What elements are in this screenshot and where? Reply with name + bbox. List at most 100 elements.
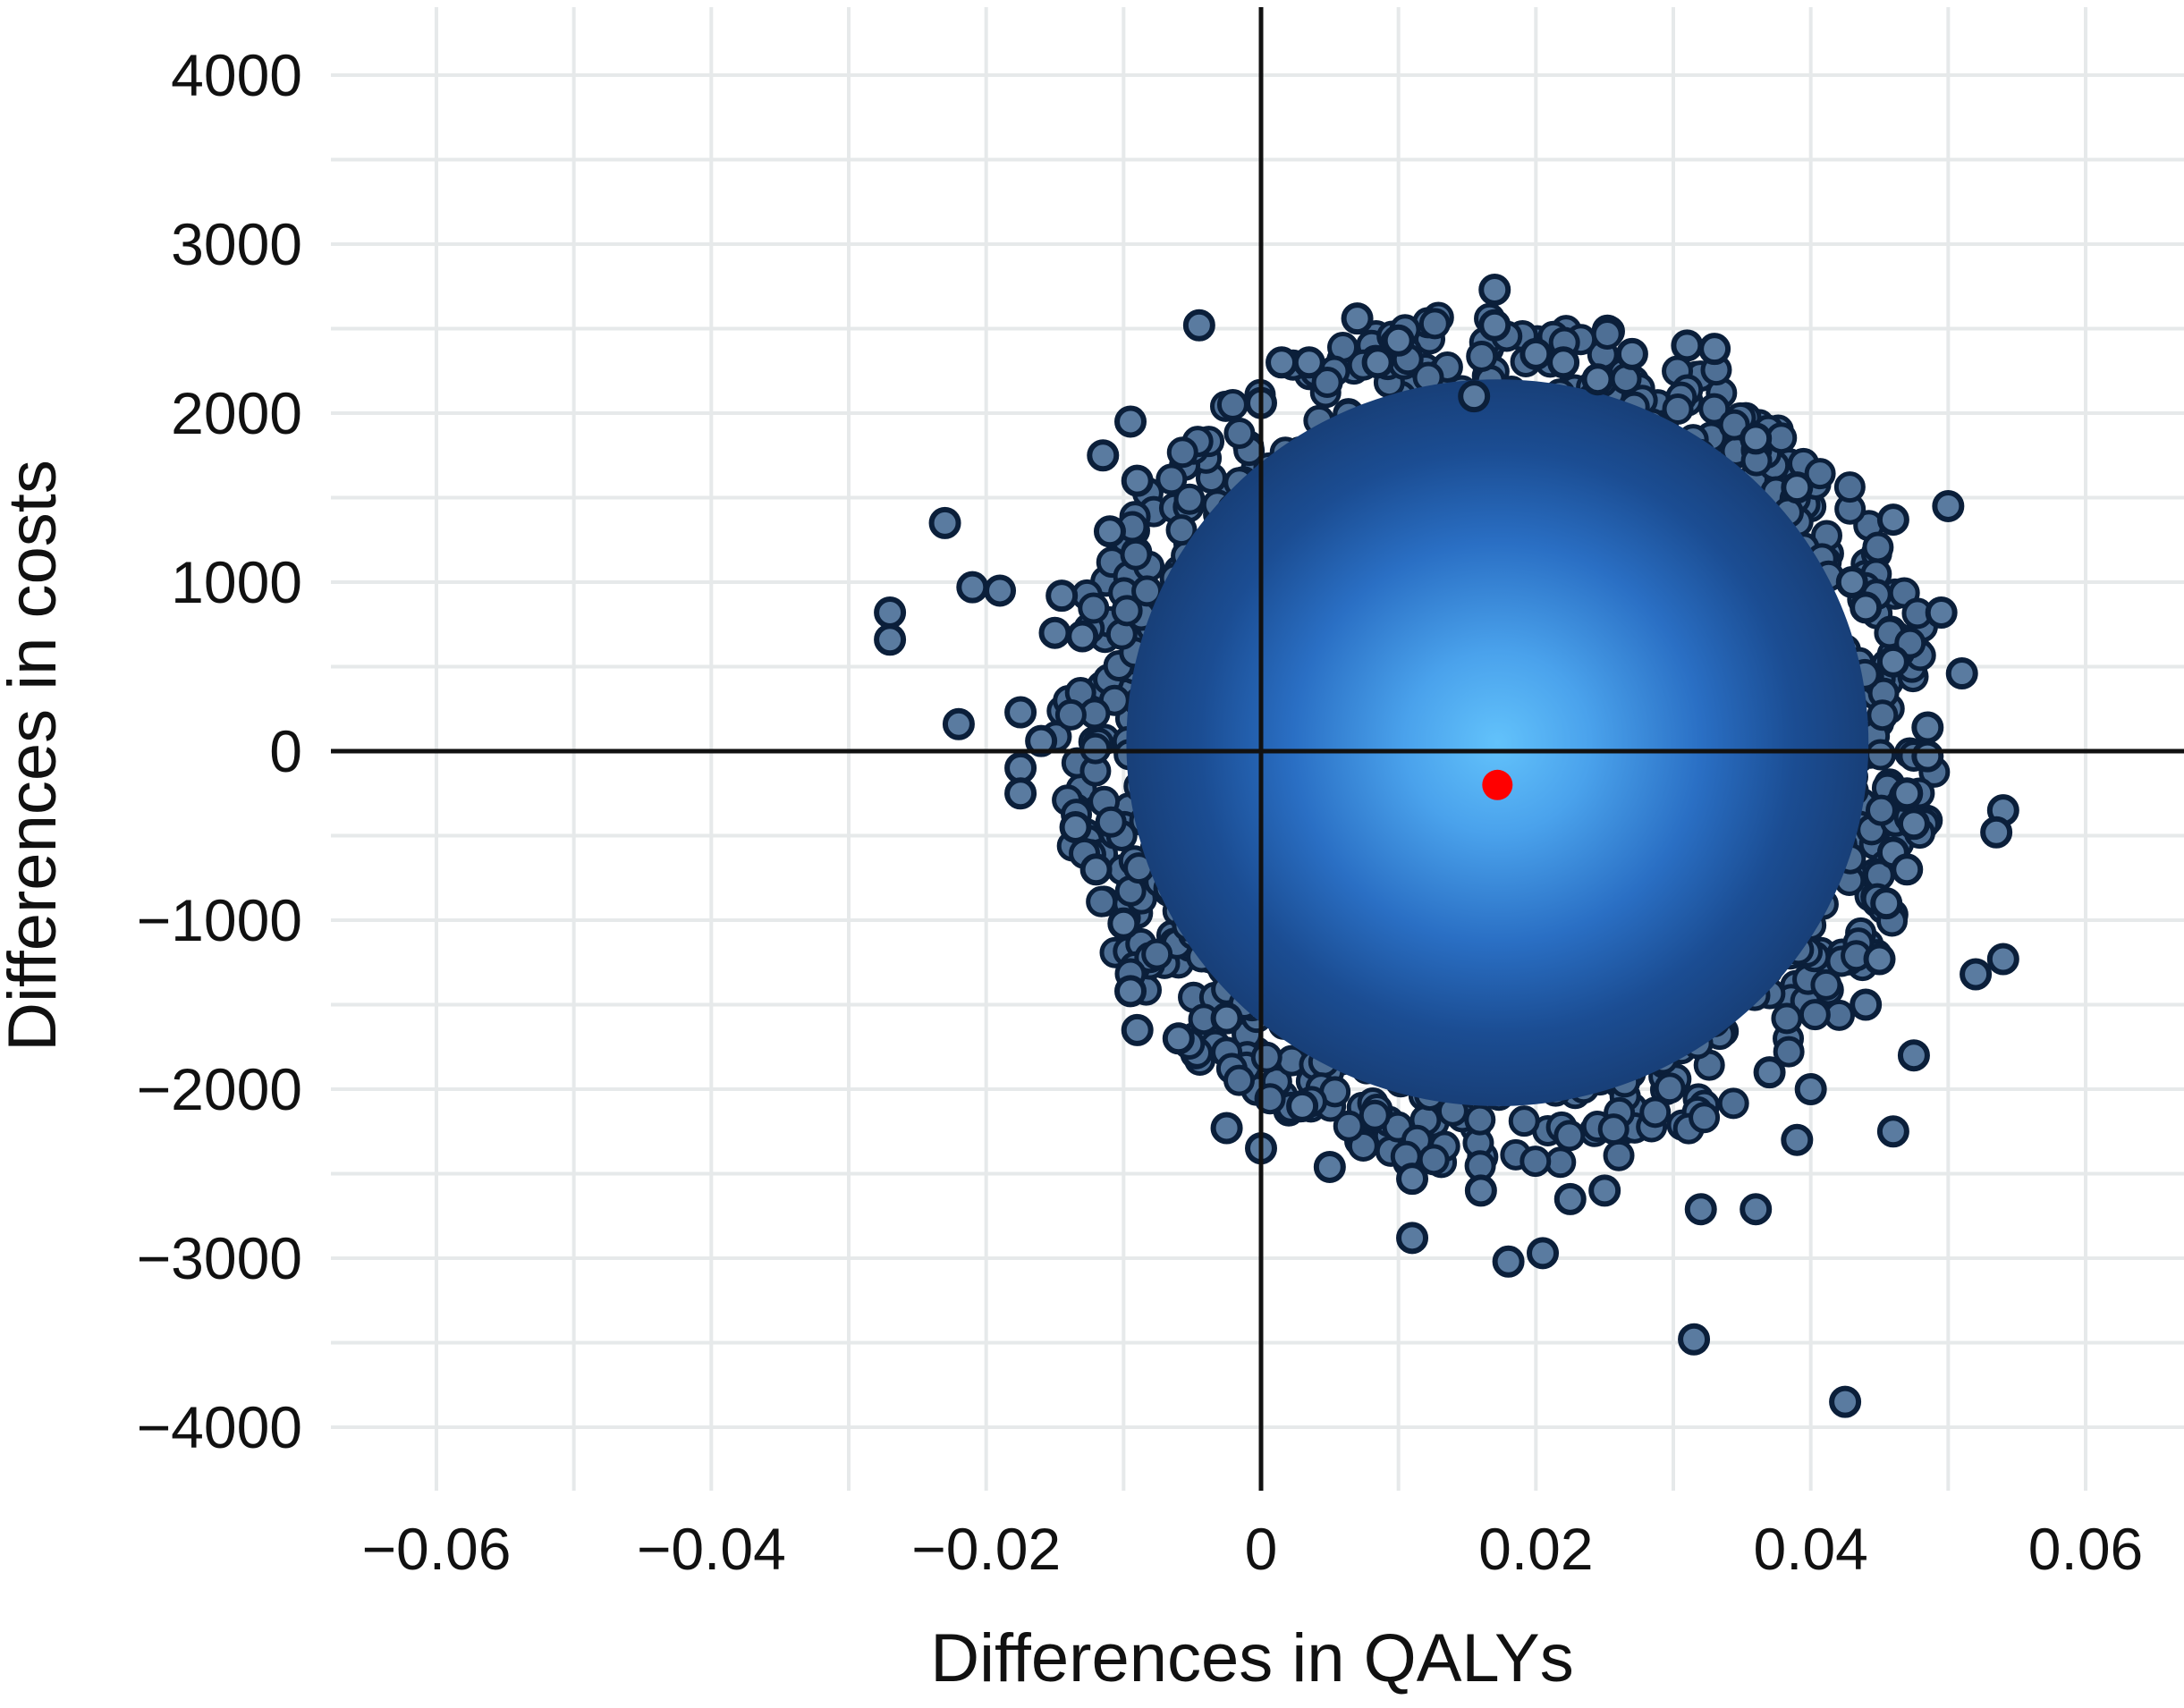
data-point [1698,333,1731,366]
data-point [1678,1323,1711,1356]
data-point [1458,380,1491,413]
data-point [1829,1385,1862,1418]
scatter-points [874,274,2019,1418]
data-point [1396,1222,1429,1255]
data-point [1313,1150,1346,1183]
mean-point-marker [1482,769,1513,800]
x-axis-ticks: −0.06 −0.04 −0.02 0 0.02 0.04 0.06 [361,1516,2143,1582]
x-tick-label: 0.02 [1478,1516,1593,1582]
data-point [1182,309,1215,342]
data-point [1004,777,1037,810]
data-point [1107,907,1140,940]
data-point [1588,1174,1621,1207]
data-point [1079,853,1113,886]
data-point [1038,616,1071,649]
data-point [1753,1056,1786,1089]
data-point [1210,1002,1243,1035]
data-point [874,623,907,656]
x-tick-label: −0.04 [637,1516,786,1582]
data-point [1492,1245,1525,1278]
data-point [1464,1174,1497,1207]
data-point [1121,1013,1154,1046]
data-point [1093,515,1126,548]
data-point [1547,346,1580,379]
data-point [1615,337,1648,370]
data-point [1162,1022,1195,1055]
data-point [1059,811,1092,844]
data-point [942,707,975,740]
data-point [1361,346,1394,379]
data-point [1684,1193,1717,1226]
x-tick-label: 0.04 [1753,1516,1867,1582]
data-point [1897,807,1930,841]
data-point [1478,309,1511,342]
data-point [1210,1112,1243,1145]
data-point [1396,1163,1429,1196]
data-point [1850,988,1883,1021]
y-tick-label: 4000 [171,42,302,108]
data-point [1025,724,1058,757]
data-point [1519,337,1553,370]
data-point [1891,777,1924,810]
x-axis-title: Differences in QALYs [930,1620,1574,1696]
y-tick-label: 3000 [171,211,302,277]
mean-point [1482,769,1513,800]
data-point [1925,596,1958,630]
data-point [1932,489,1965,522]
x-tick-label: −0.06 [361,1516,511,1582]
x-tick-label: 0.06 [2028,1516,2143,1582]
data-point [1897,1039,1930,1072]
data-point [1863,943,1896,976]
data-point [1835,566,1868,598]
data-point [1781,1123,1814,1156]
data-point [1581,363,1614,396]
data-point [1945,657,1978,690]
data-point [1121,464,1154,497]
data-point [1527,1237,1560,1270]
data-point [1781,471,1814,504]
data-point [1671,329,1704,362]
data-point [1286,1089,1319,1122]
data-point [1876,503,1909,537]
data-point [1740,1193,1773,1226]
data-point [928,506,961,539]
y-tick-label: 2000 [171,380,302,446]
data-point [1266,346,1299,379]
data-point [1740,422,1773,455]
data-point [1794,1073,1827,1105]
y-axis-ticks: 4000 3000 2000 1000 0 −1000 −2000 −3000 −4000 [137,42,302,1460]
y-tick-label: −4000 [137,1394,302,1460]
data-point [1292,346,1325,379]
y-axis-title: Differences in costs [0,460,71,1052]
data-point [1341,302,1374,335]
data-point [1870,887,1903,920]
data-point [1960,958,1993,991]
y-tick-label: 1000 [171,549,302,615]
y-tick-label: −1000 [137,887,302,953]
data-point [1087,439,1120,472]
reference-lines [331,7,2184,1491]
y-tick-label: 0 [269,718,302,784]
data-point [1114,975,1147,1008]
data-point [956,571,989,604]
data-point [1986,943,2019,976]
x-tick-label: 0 [1245,1516,1278,1582]
data-point [1980,816,2013,849]
data-point [874,596,907,630]
data-point [1850,591,1883,624]
x-tick-label: −0.02 [911,1516,1061,1582]
data-point [1891,853,1924,886]
data-point [1045,579,1079,613]
data-point [1004,696,1037,729]
data-point [1876,1115,1909,1148]
y-tick-label: −2000 [137,1056,302,1122]
data-point [1114,405,1147,438]
y-tick-label: −3000 [137,1225,302,1291]
data-point [1911,740,1944,773]
data-point [1553,1182,1587,1215]
data-point [1911,711,1944,744]
data-point [1478,274,1511,307]
data-point [1066,620,1099,653]
data-point [984,574,1017,607]
